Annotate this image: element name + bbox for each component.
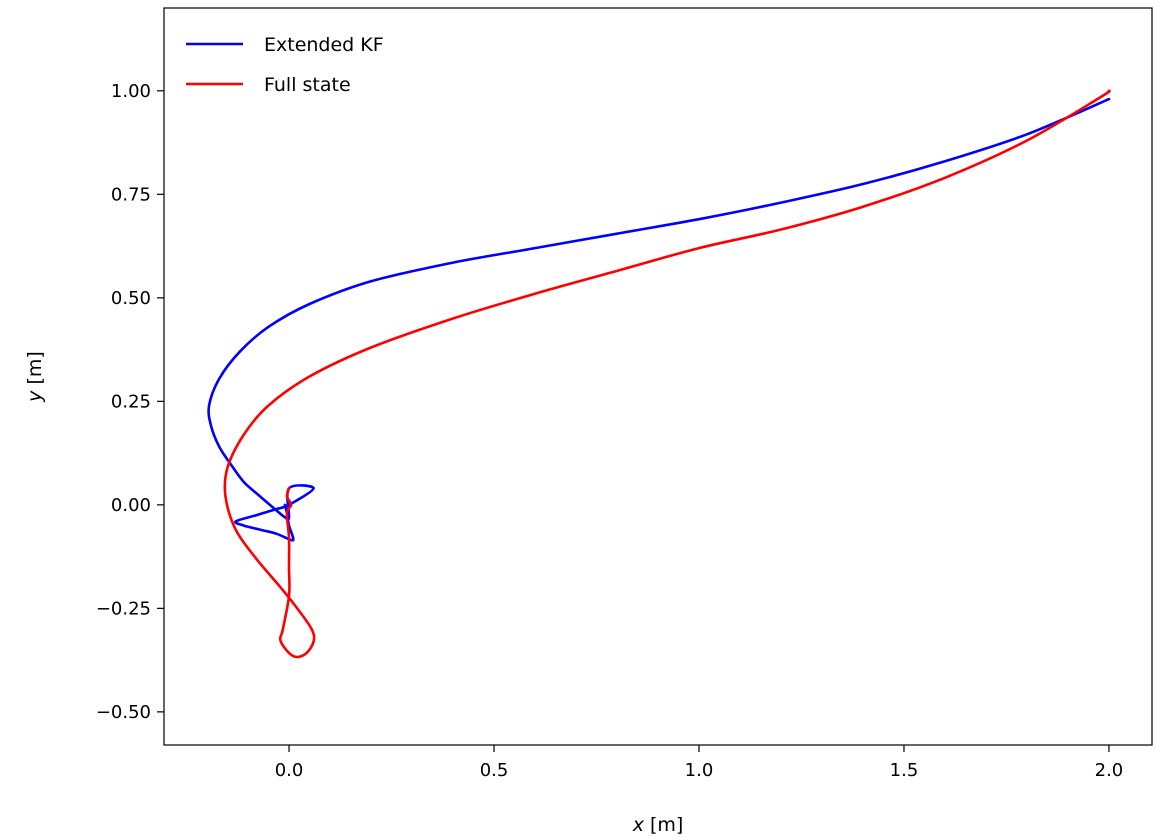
y-tick-label: −0.50 (96, 702, 151, 723)
y-tick-label: 0.75 (111, 184, 151, 205)
series-line-extended-kf (207, 97, 1111, 542)
y-tick-label: 1.00 (111, 81, 151, 102)
x-tick-label: 0.5 (480, 760, 509, 781)
y-axis-label: y [m] (24, 351, 46, 403)
x-axis-ticks: 0.0 0.5 1.0 1.5 2.0 (275, 745, 1124, 781)
legend: Extended KF Full state (186, 34, 384, 96)
x-tick-label: 1.0 (685, 760, 714, 781)
x-axis-label-unit: [m] (644, 814, 683, 836)
y-tick-label: 0.00 (111, 495, 151, 516)
y-axis-label-unit: [m] (24, 351, 46, 390)
y-tick-label: −0.25 (96, 598, 151, 619)
plot-area (163, 7, 1153, 746)
y-tick-label: 0.50 (111, 288, 151, 309)
x-tick-label: 2.0 (1095, 760, 1124, 781)
y-axis-ticks: −0.50 −0.25 0.00 0.25 0.50 0.75 1.00 (96, 81, 164, 723)
series-line-full-state (223, 89, 1111, 659)
legend-label-full-state: Full state (264, 74, 351, 96)
legend-label-extended-kf: Extended KF (264, 34, 384, 56)
x-tick-label: 1.5 (890, 760, 919, 781)
y-tick-label: 0.25 (111, 391, 151, 412)
x-axis-label: x [m] (632, 814, 684, 836)
y-axis-label-var: y (24, 390, 46, 403)
x-tick-label: 0.0 (275, 760, 304, 781)
x-axis-label-var: x (632, 814, 645, 836)
series-lines (207, 89, 1111, 659)
